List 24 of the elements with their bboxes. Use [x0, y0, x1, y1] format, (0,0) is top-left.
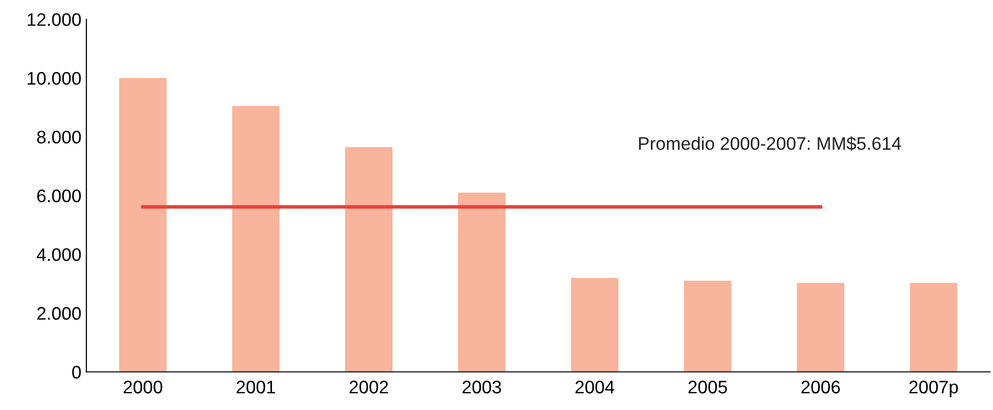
- bar: [570, 278, 618, 372]
- x-tick-label: 2000: [124, 380, 162, 394]
- x-tick-label: 2006: [801, 380, 840, 394]
- bar: [910, 282, 958, 372]
- bar: [796, 282, 844, 372]
- x-tick-label: 2007p: [909, 380, 958, 398]
- y-tick-label: 12.000: [28, 13, 81, 26]
- x-tick-label: 2001: [236, 380, 276, 394]
- y-tick-label: 6.000: [37, 190, 81, 202]
- y-tick-label: 2.000: [37, 307, 81, 320]
- x-tick-label: 2002: [350, 380, 388, 394]
- bar: [119, 78, 167, 372]
- y-tick-label: 0: [72, 366, 81, 379]
- bar: [458, 192, 506, 372]
- x-tick-label: 2005: [688, 380, 727, 394]
- y-tick-label: 8.000: [37, 130, 81, 144]
- y-tick-label: 4.000: [36, 248, 81, 262]
- y-tick-label: 10.000: [28, 72, 81, 85]
- x-tick-label: 2003: [462, 380, 502, 394]
- bar: [232, 106, 280, 372]
- annotation: Promedio 2000-2007: MM$5.614: [639, 136, 902, 151]
- x-tick-label: 2004: [576, 380, 614, 394]
- bar: [345, 147, 392, 372]
- bar: [684, 280, 732, 372]
